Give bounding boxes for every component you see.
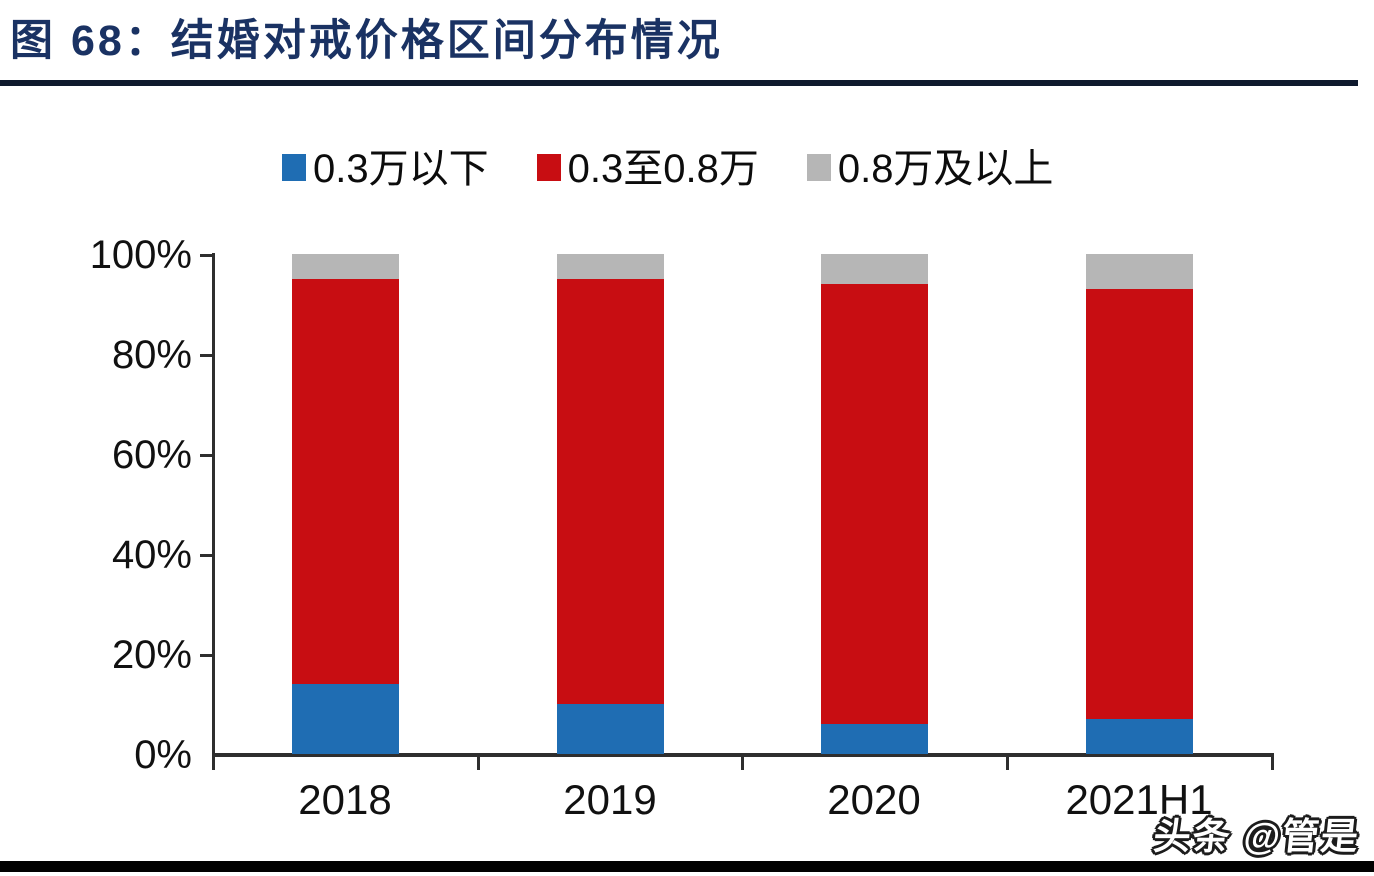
x-tick (1271, 753, 1274, 770)
bar-segment (291, 279, 399, 684)
bottom-black-bar (0, 861, 1374, 872)
y-tick-label: 0% (134, 733, 192, 777)
legend-swatch-red-icon (536, 153, 561, 181)
y-tick-label: 20% (111, 633, 192, 677)
x-tick (1006, 753, 1009, 770)
bar-segment (1085, 254, 1193, 289)
bar-segment (820, 724, 928, 754)
bar-segment (291, 684, 399, 754)
bar-segment (820, 254, 928, 284)
x-tick-label: 2019 (563, 776, 657, 823)
legend-swatch-gray-icon (806, 153, 831, 181)
legend-item-below-03: 0.3万以下 (282, 136, 489, 194)
y-tick-label: 100% (89, 233, 192, 277)
x-tick-label: 2020 (827, 776, 921, 823)
bar-segment (556, 704, 664, 754)
bar-2018 (213, 254, 477, 754)
y-tick (200, 454, 212, 457)
legend-swatch-blue-icon (282, 153, 306, 181)
bar-2020 (742, 254, 1006, 754)
x-tick-label: 2018 (298, 776, 392, 823)
bar-segment (556, 279, 664, 704)
bar-segment (291, 254, 399, 279)
y-axis-line (212, 253, 215, 756)
x-tick (741, 753, 744, 770)
bar-2021h1 (1007, 254, 1271, 754)
legend-item-03-to-08: 0.3至0.8万 (536, 136, 759, 194)
x-tick (212, 753, 215, 770)
legend-label: 0.3至0.8万 (567, 147, 759, 191)
y-tick (200, 554, 212, 557)
y-tick-label: 60% (111, 433, 192, 477)
watermark: 头条 @管是 (1151, 816, 1362, 857)
chart-legend: 0.3万以下 0.3至0.8万 0.8万及以上 (282, 136, 1053, 194)
bar-segment (1085, 719, 1193, 754)
legend-label: 0.3万以下 (313, 147, 489, 191)
x-tick (477, 753, 480, 770)
x-tick-label: 2021H1 (1065, 776, 1213, 823)
y-tick (200, 254, 212, 257)
y-tick (200, 354, 212, 357)
y-tick (200, 654, 212, 657)
y-tick-label: 40% (111, 533, 192, 577)
legend-item-above-08: 0.8万及以上 (806, 136, 1054, 194)
figure-title: 图 68：结婚对戒价格区间分布情况 (10, 17, 723, 65)
legend-label: 0.8万及以上 (837, 147, 1054, 191)
title-divider (0, 80, 1358, 86)
y-tick-label: 80% (111, 333, 192, 377)
bar-segment (1085, 289, 1193, 719)
bar-2019 (478, 254, 742, 754)
bar-segment (556, 254, 664, 279)
bar-segment (820, 284, 928, 724)
